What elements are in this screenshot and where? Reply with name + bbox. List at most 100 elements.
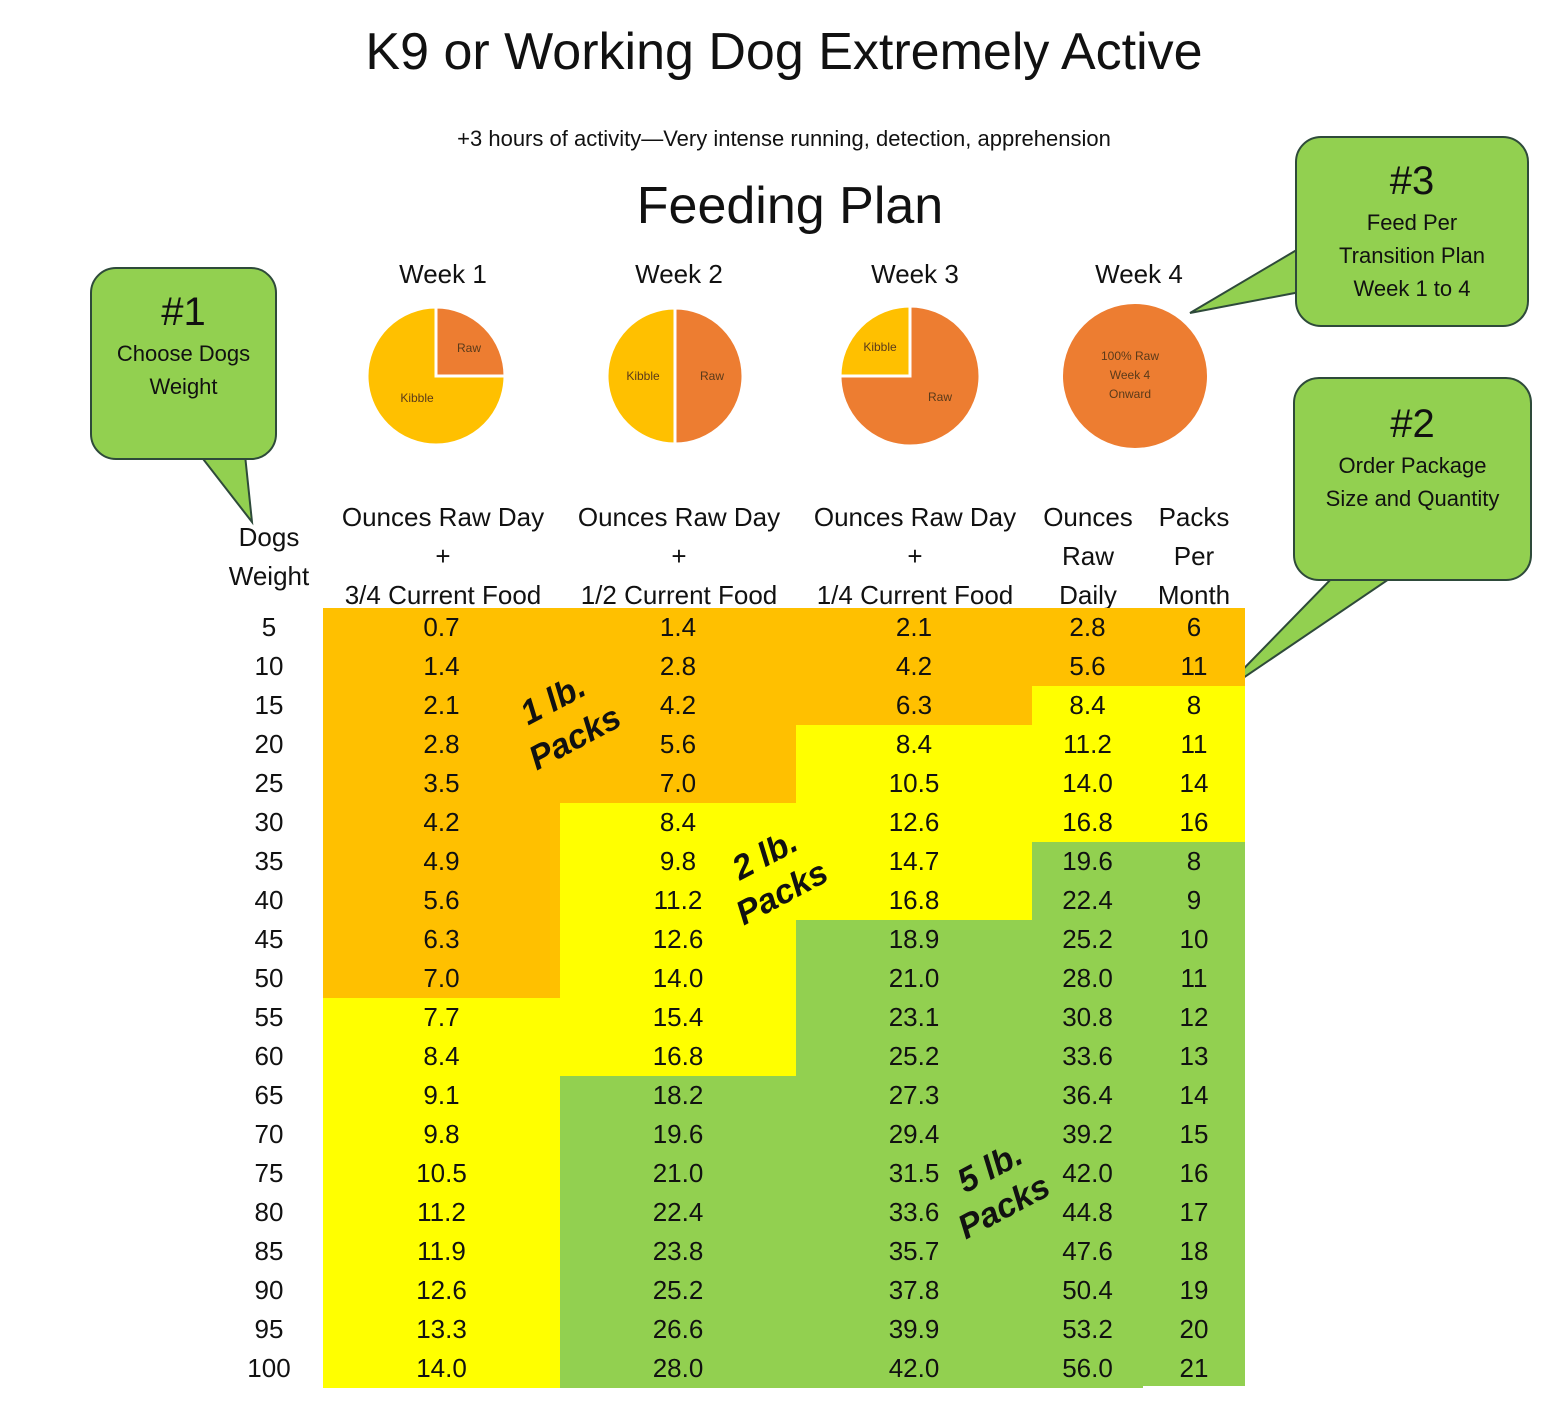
cell-value: 12.6 <box>888 807 940 837</box>
cell-value: 6 <box>1186 612 1202 642</box>
daily-cell: 2.8 <box>1032 608 1143 647</box>
cell-value: 11.9 <box>417 1236 466 1266</box>
week1-cell: 4.9 <box>323 842 560 881</box>
cell-value: 53.2 <box>1062 1314 1113 1344</box>
cell-value: 8 <box>1186 690 1202 720</box>
daily-cell: 16.8 <box>1032 803 1143 842</box>
week1-cell: 7.0 <box>323 959 560 998</box>
activity-subtitle: +3 hours of activity—Very intense runnin… <box>457 126 1111 151</box>
cell-value: 9.8 <box>423 1119 460 1149</box>
cell-value: 8.4 <box>423 1041 460 1071</box>
cell-value: 7.7 <box>423 1002 460 1032</box>
daily-cell: 33.6 <box>1032 1037 1143 1076</box>
cell-value: 35.7 <box>888 1236 940 1266</box>
pie-label: Kibble <box>626 369 660 383</box>
cell-value: 8.4 <box>895 729 933 759</box>
week-1-label: Week 1 <box>399 259 487 289</box>
week2-cell: 11.2 <box>560 881 796 920</box>
daily-cell: 53.2 <box>1032 1310 1143 1349</box>
cell-value: 11 <box>1180 729 1208 759</box>
daily-cell: 56.0 <box>1032 1349 1143 1388</box>
week3-cell: 18.9 <box>796 920 1032 959</box>
packs-cell: 14 <box>1143 1076 1245 1115</box>
callout-text: Order Package <box>1338 453 1487 478</box>
packs-cell: 19 <box>1143 1271 1245 1310</box>
callout-3-tail <box>1189 246 1301 314</box>
header-line: Daily <box>1059 580 1117 610</box>
cell-value: 18 <box>1179 1236 1209 1266</box>
daily-cell: 5.6 <box>1032 647 1143 686</box>
weight-value: 30 <box>254 807 284 837</box>
cell-value: 30.8 <box>1062 1002 1113 1032</box>
cell-value: 22.4 <box>652 1197 704 1227</box>
cell-value: 4.9 <box>423 846 460 876</box>
callout-number: #1 <box>161 290 206 334</box>
week1-cell: 8.4 <box>323 1037 560 1076</box>
packs-cell: 8 <box>1143 686 1245 725</box>
weight-cell: 100 <box>229 1349 309 1388</box>
cell-value: 21.0 <box>652 1158 704 1188</box>
daily-cell: 30.8 <box>1032 998 1143 1037</box>
cell-value: 16 <box>1179 1158 1209 1188</box>
packs-cell: 11 <box>1143 959 1245 998</box>
daily-cell: 39.2 <box>1032 1115 1143 1154</box>
week2-cell: 28.0 <box>560 1349 796 1388</box>
daily-cell: 19.6 <box>1032 842 1143 881</box>
cell-value: 12 <box>1179 1002 1209 1032</box>
week3-cell: 25.2 <box>796 1037 1032 1076</box>
week3-cell: 12.6 <box>796 803 1032 842</box>
cell-value: 12.6 <box>416 1275 467 1305</box>
cell-value: 5.6 <box>659 729 697 759</box>
cell-value: 28.0 <box>652 1353 704 1383</box>
weight-cell: 70 <box>229 1115 309 1154</box>
cell-value: 14 <box>1179 1080 1209 1110</box>
header-line: + <box>671 541 687 571</box>
week2-cell: 8.4 <box>560 803 796 842</box>
cell-value: 28.0 <box>1062 963 1113 993</box>
weight-cell: 15 <box>229 686 309 725</box>
week3-cell: 23.1 <box>796 998 1032 1037</box>
week3-cell: 33.6 <box>796 1193 1032 1232</box>
header-daily: Ounces Raw Daily <box>1043 498 1133 615</box>
week2-cell: 12.6 <box>560 920 796 959</box>
weight-cell: 20 <box>229 725 309 764</box>
weight-value: 60 <box>254 1041 284 1071</box>
cell-value: 14.0 <box>416 1353 467 1383</box>
callout-text: Feed Per <box>1366 210 1458 235</box>
feeding-plan-heading: Feeding Plan <box>636 177 944 235</box>
weight-value: 45 <box>254 924 284 954</box>
cell-value: 19.6 <box>652 1119 704 1149</box>
week1-cell: 0.7 <box>323 608 560 647</box>
cell-value: 2.1 <box>895 612 933 642</box>
cell-value: 23.1 <box>888 1002 940 1032</box>
daily-cell: 50.4 <box>1032 1271 1143 1310</box>
header-line: Dogs <box>238 522 300 552</box>
callout-text: Size and Quantity <box>1325 486 1500 511</box>
packs-cell: 11 <box>1143 647 1245 686</box>
cell-value: 6.3 <box>895 690 933 720</box>
cell-value: 16.8 <box>1062 807 1113 837</box>
daily-cell: 25.2 <box>1032 920 1143 959</box>
week1-cell: 11.2 <box>323 1193 560 1232</box>
week1-cell: 9.8 <box>323 1115 560 1154</box>
week2-cell: 22.4 <box>560 1193 796 1232</box>
daily-cell: 44.8 <box>1032 1193 1143 1232</box>
weight-value: 90 <box>254 1275 284 1305</box>
cell-value: 11.2 <box>653 885 703 915</box>
cell-value: 13 <box>1179 1041 1209 1071</box>
cell-value: 22.4 <box>1062 885 1113 915</box>
weight-value: 20 <box>254 729 284 759</box>
raw-slice <box>838 304 982 448</box>
packs-cell: 14 <box>1143 764 1245 803</box>
cell-value: 14.0 <box>652 963 704 993</box>
cell-value: 42.0 <box>888 1353 940 1383</box>
week3-cell: 21.0 <box>796 959 1032 998</box>
week2-cell: 14.0 <box>560 959 796 998</box>
cell-value: 11 <box>1180 651 1208 681</box>
week1-cell: 12.6 <box>323 1271 560 1310</box>
week-3-label: Week 3 <box>871 259 959 289</box>
header-line: Ounces <box>1043 502 1133 532</box>
cell-value: 20 <box>1179 1314 1209 1344</box>
weight-cell: 40 <box>229 881 309 920</box>
